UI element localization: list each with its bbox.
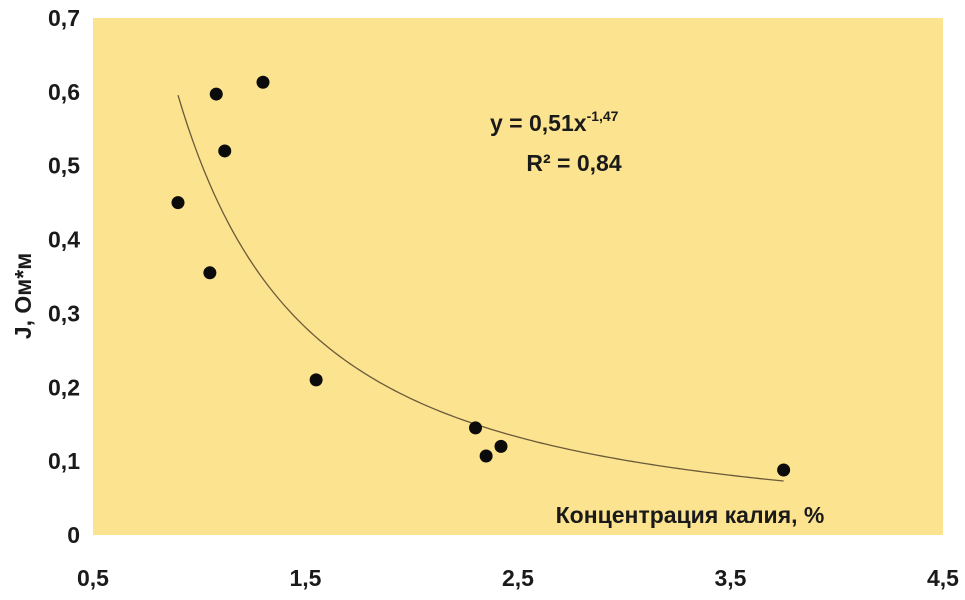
data-point: [256, 75, 270, 89]
trendline-r-squared: R² = 0,84: [526, 150, 621, 176]
x-tick-label: 1,5: [290, 565, 322, 591]
y-tick-label: 0,6: [48, 79, 80, 105]
data-point: [777, 463, 791, 477]
data-point: [218, 144, 232, 158]
data-points: [171, 75, 791, 477]
data-point: [171, 196, 185, 210]
y-tick-label: 0,5: [48, 153, 80, 179]
plot-area: [93, 18, 943, 535]
y-tick-label: 0,2: [48, 374, 80, 400]
y-axis-title: J, Ом*м: [10, 253, 36, 339]
x-tick-label: 4,5: [927, 565, 959, 591]
y-tick-label: 0,3: [48, 300, 80, 326]
data-point: [309, 373, 323, 387]
trendline-equation-main: y = 0,51x: [490, 110, 587, 136]
x-tick-label: 2,5: [502, 565, 534, 591]
data-point: [203, 266, 217, 280]
y-tick-label: 0,7: [48, 5, 80, 31]
y-tick-labels: 0 0,1 0,2 0,3 0,4 0,5 0,6 0,7: [48, 5, 80, 548]
data-point: [469, 421, 482, 435]
y-tick-label: 0,4: [48, 227, 80, 253]
trendline-equation: y = 0,51x-1,47: [490, 108, 619, 136]
x-tick-label: 3,5: [715, 565, 747, 591]
data-point: [479, 449, 493, 463]
data-point: [209, 87, 223, 101]
x-axis-title: Концентрация калия, %: [556, 502, 825, 528]
trendline-equation-exponent: -1,47: [587, 108, 619, 124]
x-tick-label: 0,5: [77, 565, 109, 591]
x-tick-labels: 0,5 1,5 2,5 3,5 4,5: [77, 565, 959, 591]
y-tick-label: 0,1: [48, 448, 80, 474]
data-point: [494, 439, 508, 453]
y-tick-label: 0: [67, 522, 80, 548]
